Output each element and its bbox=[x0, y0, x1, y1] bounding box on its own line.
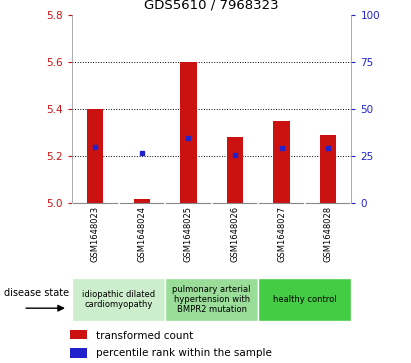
Text: GSM1648024: GSM1648024 bbox=[137, 205, 146, 261]
Bar bbox=[180, 62, 196, 203]
Bar bbox=[227, 137, 243, 203]
Text: GSM1648026: GSM1648026 bbox=[231, 205, 240, 262]
Text: GSM1648027: GSM1648027 bbox=[277, 205, 286, 262]
Text: GSM1648025: GSM1648025 bbox=[184, 205, 193, 261]
Bar bbox=[320, 135, 336, 203]
Bar bbox=[87, 109, 103, 203]
Text: idiopathic dilated
cardiomyopathy: idiopathic dilated cardiomyopathy bbox=[82, 290, 155, 309]
Text: pulmonary arterial
hypertension with
BMPR2 mutation: pulmonary arterial hypertension with BMP… bbox=[173, 285, 251, 314]
Text: GSM1648028: GSM1648028 bbox=[323, 205, 332, 262]
Bar bbox=[69, 330, 88, 339]
Bar bbox=[165, 278, 258, 321]
Bar bbox=[273, 121, 290, 203]
Text: healthy control: healthy control bbox=[273, 295, 337, 304]
Bar bbox=[258, 278, 351, 321]
Text: GSM1648023: GSM1648023 bbox=[91, 205, 100, 262]
Bar bbox=[69, 348, 88, 358]
Text: transformed count: transformed count bbox=[96, 331, 194, 341]
Text: percentile rank within the sample: percentile rank within the sample bbox=[96, 348, 272, 358]
Title: GDS5610 / 7968323: GDS5610 / 7968323 bbox=[144, 0, 279, 12]
Text: disease state: disease state bbox=[4, 288, 69, 298]
Bar bbox=[72, 278, 165, 321]
Bar bbox=[134, 199, 150, 203]
